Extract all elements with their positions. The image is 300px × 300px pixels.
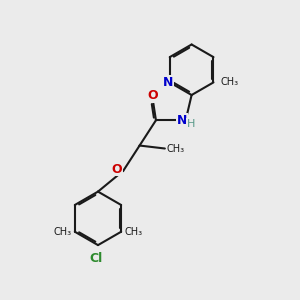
- Text: CH₃: CH₃: [124, 227, 142, 237]
- Text: CH₃: CH₃: [166, 143, 184, 154]
- Text: O: O: [148, 89, 158, 102]
- Text: N: N: [177, 114, 187, 127]
- Text: H: H: [187, 119, 195, 129]
- Text: CH₃: CH₃: [221, 77, 239, 87]
- Text: O: O: [111, 163, 122, 176]
- Text: CH₃: CH₃: [54, 227, 72, 237]
- Text: Cl: Cl: [90, 252, 103, 265]
- Text: N: N: [163, 76, 173, 89]
